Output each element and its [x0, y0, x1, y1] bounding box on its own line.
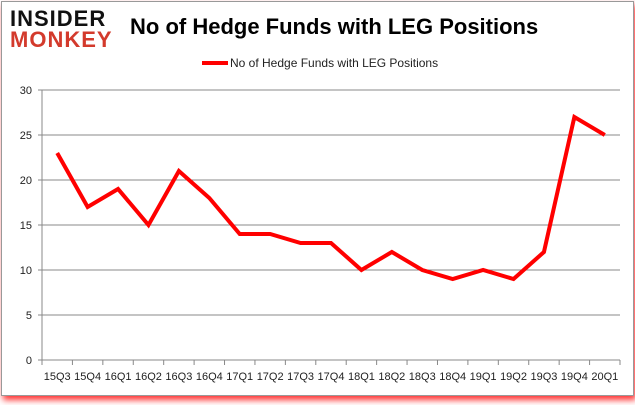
y-tick-label: 30	[20, 85, 32, 97]
y-tick-label: 0	[26, 355, 32, 367]
x-tick-label: 19Q3	[530, 371, 557, 383]
x-tick-label: 20Q1	[591, 371, 618, 383]
y-tick-label: 10	[20, 265, 32, 277]
logo-line1: INSIDER	[10, 6, 107, 31]
x-tick-label: 16Q1	[105, 371, 132, 383]
x-tick-label: 19Q4	[561, 371, 588, 383]
x-tick-label: 15Q3	[44, 371, 71, 383]
y-tick-label: 25	[20, 130, 32, 142]
legend: No of Hedge Funds with LEG Positions	[202, 56, 438, 70]
x-tick-label: 17Q2	[257, 371, 284, 383]
x-tick-label: 17Q1	[226, 371, 253, 383]
x-tick-label: 19Q1	[470, 371, 497, 383]
x-tick-label: 18Q3	[409, 371, 436, 383]
legend-label: No of Hedge Funds with LEG Positions	[230, 56, 439, 70]
plot-area: 0 5 10 15 20 25 30 15Q3 15Q4 16Q1 16Q2 16Q3 16Q4 17Q1…	[20, 85, 621, 383]
x-tick-label: 19Q2	[500, 371, 527, 383]
chart-title: No of Hedge Funds with LEG Positions	[130, 14, 539, 39]
series-line	[55, 113, 606, 282]
x-tick-label: 16Q2	[135, 371, 162, 383]
chart-frame: INSIDER MONKEY No of Hedge Funds with LEG…	[1, 1, 634, 396]
x-tick-label: 17Q3	[287, 371, 314, 383]
x-tick-label: 15Q4	[74, 371, 101, 383]
y-tick-label: 20	[20, 175, 32, 187]
logo-line2: MONKEY	[10, 27, 113, 52]
x-tick-label: 18Q2	[378, 371, 405, 383]
x-tick-label: 16Q4	[196, 371, 223, 383]
x-tick-label: 18Q4	[439, 371, 466, 383]
x-tick-label: 17Q4	[318, 371, 345, 383]
legend-swatch	[202, 61, 228, 65]
y-tick-label: 5	[26, 310, 32, 322]
insider-monkey-logo: INSIDER MONKEY	[10, 6, 113, 52]
x-tick-label: 16Q3	[165, 371, 192, 383]
y-tick-label: 15	[20, 220, 32, 232]
x-tick-label: 18Q1	[348, 371, 375, 383]
